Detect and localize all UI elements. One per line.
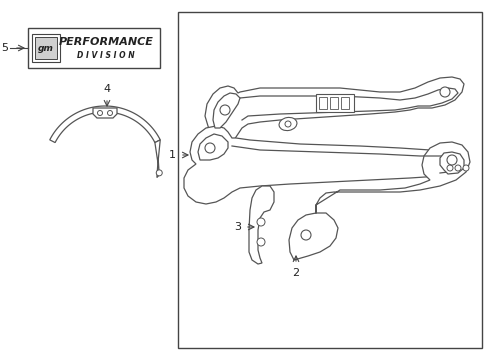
Bar bbox=[35, 37, 57, 59]
Text: 1: 1 bbox=[169, 150, 176, 160]
Polygon shape bbox=[50, 106, 160, 143]
Text: 5: 5 bbox=[1, 43, 8, 53]
Polygon shape bbox=[213, 93, 240, 128]
Text: gm: gm bbox=[38, 44, 54, 53]
Bar bbox=[315, 94, 353, 112]
Text: 2: 2 bbox=[292, 268, 299, 278]
Circle shape bbox=[107, 111, 112, 116]
Circle shape bbox=[285, 121, 290, 127]
Text: PERFORMANCE: PERFORMANCE bbox=[59, 37, 153, 47]
Polygon shape bbox=[439, 152, 463, 174]
Circle shape bbox=[446, 165, 452, 171]
Circle shape bbox=[97, 111, 102, 116]
Polygon shape bbox=[155, 140, 160, 177]
Text: 3: 3 bbox=[234, 222, 241, 232]
Circle shape bbox=[301, 230, 310, 240]
Polygon shape bbox=[288, 142, 469, 260]
Bar bbox=[32, 34, 60, 62]
Polygon shape bbox=[204, 77, 463, 145]
Text: D I V I S I O N: D I V I S I O N bbox=[77, 50, 135, 59]
Text: 4: 4 bbox=[103, 84, 110, 94]
Bar bbox=[318, 97, 326, 109]
Bar bbox=[28, 28, 160, 68]
Polygon shape bbox=[93, 108, 117, 118]
Circle shape bbox=[257, 218, 264, 226]
Polygon shape bbox=[183, 126, 467, 204]
Circle shape bbox=[156, 170, 162, 176]
Bar bbox=[178, 12, 481, 348]
Polygon shape bbox=[248, 186, 273, 264]
Circle shape bbox=[454, 165, 460, 171]
Circle shape bbox=[257, 238, 264, 246]
Circle shape bbox=[446, 155, 456, 165]
Circle shape bbox=[439, 87, 449, 97]
Circle shape bbox=[204, 143, 215, 153]
Circle shape bbox=[220, 105, 229, 115]
Bar bbox=[340, 97, 348, 109]
Polygon shape bbox=[198, 134, 227, 160]
Circle shape bbox=[462, 165, 468, 171]
Ellipse shape bbox=[279, 117, 296, 131]
Bar bbox=[329, 97, 337, 109]
